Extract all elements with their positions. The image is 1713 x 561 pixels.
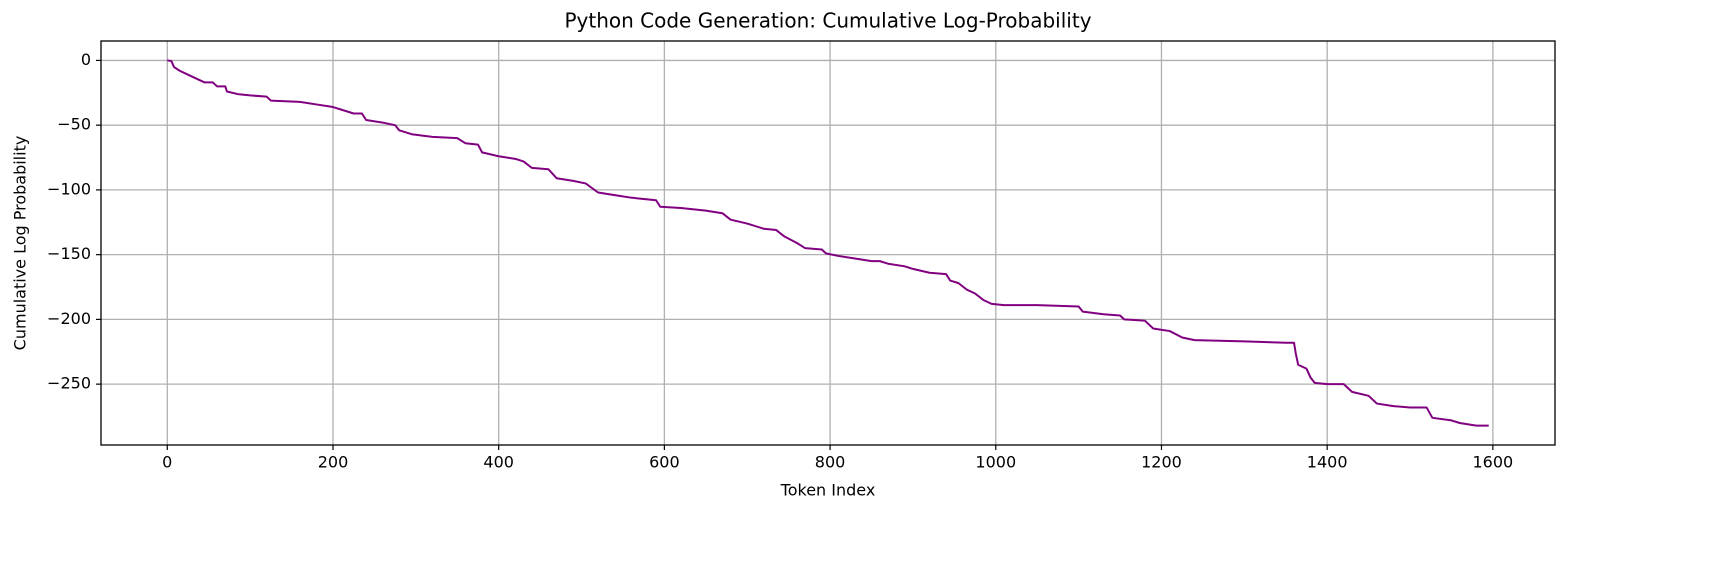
x-tick-label: 0 — [162, 453, 172, 472]
x-tick-label: 1200 — [1141, 453, 1182, 472]
x-tick-label: 200 — [318, 453, 349, 472]
x-tick-label: 800 — [815, 453, 846, 472]
chart-title: Python Code Generation: Cumulative Log-P… — [564, 9, 1091, 33]
y-tick-label: 0 — [81, 50, 91, 69]
y-tick-label: −200 — [47, 309, 91, 328]
y-tick-label: −100 — [47, 179, 91, 198]
x-axis-label: Token Index — [780, 481, 876, 500]
plot-frame — [100, 40, 1556, 446]
y-tick-label: −50 — [57, 115, 91, 134]
x-tick-label: 400 — [483, 453, 514, 472]
y-axis-label: Cumulative Log Probability — [11, 136, 30, 351]
x-tick-label: 1600 — [1473, 453, 1514, 472]
x-tick-label: 1000 — [975, 453, 1016, 472]
data-line — [167, 59, 1489, 427]
y-tick-label: −250 — [47, 374, 91, 393]
y-tick-label: −150 — [47, 244, 91, 263]
x-tick-label: 600 — [649, 453, 680, 472]
x-tick-label: 1400 — [1307, 453, 1348, 472]
